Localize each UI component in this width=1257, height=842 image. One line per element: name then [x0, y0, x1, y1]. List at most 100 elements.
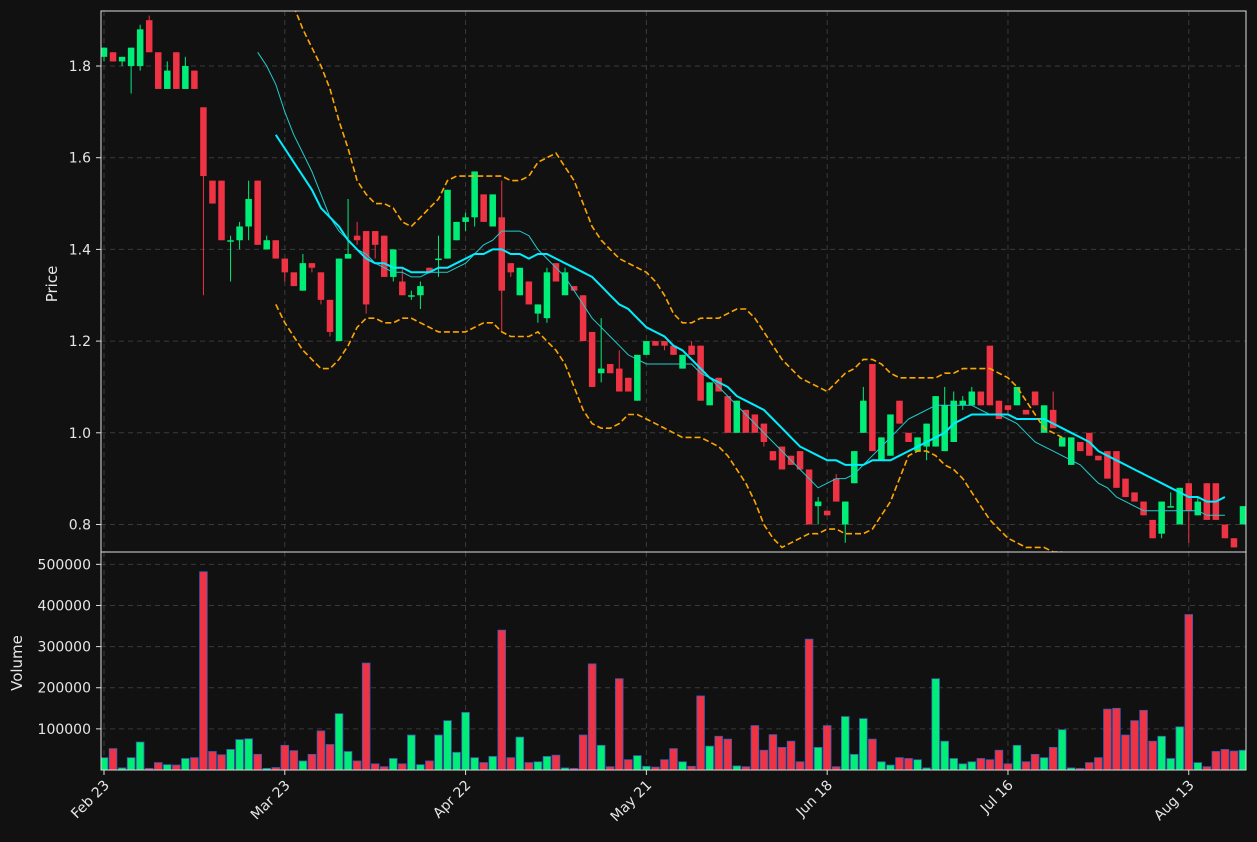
candle-body	[570, 286, 578, 291]
candle-body	[860, 400, 867, 433]
candle-body	[507, 263, 515, 273]
candle-body	[959, 400, 967, 406]
volume-bar	[208, 751, 217, 770]
candle-body	[1031, 391, 1039, 406]
volume-bar	[786, 740, 796, 770]
candle-body	[977, 391, 985, 406]
volume-bar	[732, 765, 742, 770]
volume-bar	[750, 725, 760, 770]
candle-body	[616, 368, 623, 392]
candle-body	[625, 377, 632, 392]
candle-body	[154, 52, 162, 89]
candle-body	[344, 253, 352, 259]
candle-body	[1095, 455, 1102, 461]
volume-tick-label: 500000	[38, 557, 91, 573]
candle-body	[588, 331, 596, 387]
candle-body	[1022, 409, 1030, 415]
volume-bar	[280, 744, 290, 770]
price-tick-label: 1.2	[69, 334, 91, 350]
volume-bar	[1048, 746, 1058, 770]
price-plot-area	[101, 11, 1246, 552]
volume-plot-area	[101, 571, 1246, 770]
volume-bar	[470, 757, 479, 770]
price-tick-label: 0.8	[69, 517, 91, 533]
volume-bar	[506, 757, 516, 770]
candle-body	[661, 341, 668, 346]
candle-body	[200, 107, 207, 177]
volume-bar	[479, 762, 488, 770]
candle-body	[426, 267, 433, 273]
candle-body	[606, 364, 614, 374]
candle-body	[932, 396, 939, 447]
candle-body	[941, 405, 948, 452]
volume-bar	[868, 738, 877, 770]
lower-band-line	[275, 304, 1063, 552]
candle-body	[245, 198, 252, 227]
candle-body	[118, 56, 126, 62]
price-tick-label: 1.8	[69, 59, 91, 75]
upper-band-line	[294, 11, 1063, 439]
candle-body	[1149, 519, 1156, 539]
candle-body	[561, 272, 569, 296]
candle-body	[1104, 451, 1111, 479]
volume-bar	[163, 764, 172, 770]
candle-body	[236, 226, 243, 241]
candle-body	[218, 180, 225, 241]
candle-body	[543, 272, 551, 319]
candle-body	[444, 189, 451, 259]
candle-body	[706, 382, 713, 406]
volume-panel-frame	[100, 551, 1247, 771]
candle-body	[272, 240, 280, 259]
candle-body	[462, 217, 469, 222]
candle-body	[878, 437, 885, 461]
candle-body	[823, 510, 831, 516]
volume-bar	[669, 748, 678, 770]
candle-body	[1221, 524, 1229, 539]
volume-bar	[316, 730, 326, 770]
candle-body	[1230, 538, 1238, 548]
volume-bar	[813, 746, 823, 770]
volume-bar	[226, 749, 235, 770]
volume-bar	[913, 759, 922, 770]
volume-bar	[560, 767, 570, 770]
volume-bar	[416, 764, 425, 770]
candle-body	[986, 345, 994, 406]
volume-bar	[723, 738, 732, 770]
candle-body	[127, 47, 135, 67]
volume-bar	[1184, 614, 1194, 770]
volume-bar	[389, 758, 398, 770]
candle-body	[136, 29, 144, 67]
candle-body	[869, 364, 876, 452]
price-y-axis: 0.8 1.0 1.2 1.4 1.6 1.8	[69, 59, 101, 533]
candle-body	[851, 451, 858, 484]
volume-bar	[452, 751, 461, 770]
candle-body	[905, 432, 912, 442]
volume-bar	[1148, 740, 1157, 770]
volume-bar	[497, 629, 507, 770]
volume-bar	[425, 760, 434, 770]
volume-bar	[1076, 767, 1085, 770]
candle-body	[1049, 409, 1057, 429]
volume-bar	[126, 757, 136, 770]
candle-body	[1239, 506, 1246, 525]
candle-body	[335, 258, 343, 342]
volume-bar	[199, 571, 208, 770]
volume-bar	[1157, 735, 1166, 770]
candle-body	[209, 180, 216, 204]
volume-bar	[904, 758, 913, 770]
volume-bar	[678, 761, 687, 770]
candle-body	[805, 469, 813, 525]
candle-body	[896, 400, 903, 424]
volume-bar	[434, 734, 443, 770]
volume-bar	[108, 748, 118, 770]
candle-body	[390, 249, 397, 277]
candle-body	[1086, 432, 1093, 456]
volume-bar	[1229, 750, 1239, 770]
candle-body	[371, 231, 379, 245]
candle-body	[227, 240, 234, 242]
volume-bar	[994, 749, 1004, 770]
volume-bar	[524, 762, 534, 770]
volume-bar	[1175, 726, 1184, 770]
candle-body	[552, 263, 560, 282]
